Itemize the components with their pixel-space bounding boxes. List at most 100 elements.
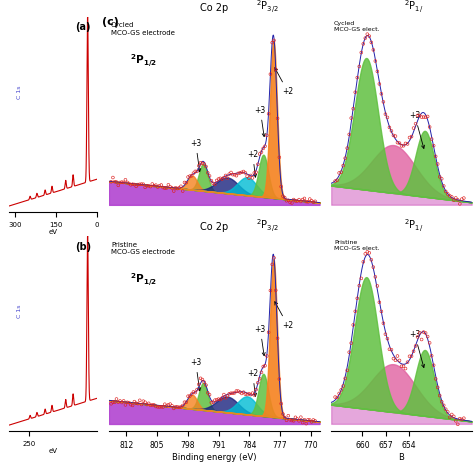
Point	[197, 159, 204, 166]
Point	[386, 124, 393, 131]
Point	[233, 172, 240, 180]
Point	[219, 394, 226, 401]
Point	[424, 113, 431, 120]
Point	[281, 194, 289, 201]
Point	[446, 413, 454, 421]
Point	[123, 399, 131, 406]
Point	[438, 175, 446, 182]
Point	[211, 396, 219, 404]
Text: (b): (b)	[75, 242, 91, 252]
Point	[297, 198, 305, 205]
Point	[422, 329, 429, 337]
Point	[115, 398, 122, 406]
Point	[306, 195, 314, 203]
Point	[333, 394, 341, 401]
Point	[367, 39, 375, 46]
Point	[288, 199, 296, 207]
Point	[220, 391, 228, 398]
Point	[337, 168, 345, 176]
Point	[268, 39, 276, 46]
Point	[295, 417, 303, 425]
Text: +2: +2	[247, 150, 258, 177]
Text: +3: +3	[190, 358, 201, 391]
Point	[286, 416, 294, 424]
Point	[383, 114, 391, 121]
Point	[311, 198, 319, 205]
Point	[434, 383, 441, 391]
Point	[388, 127, 395, 135]
Point	[245, 174, 253, 182]
Point	[243, 391, 251, 398]
Point	[109, 174, 117, 182]
Point	[362, 34, 369, 42]
Point	[299, 196, 306, 203]
Point	[238, 390, 246, 397]
Point	[458, 195, 465, 203]
Point	[181, 399, 188, 406]
Point	[302, 420, 310, 428]
Point	[448, 193, 456, 201]
Text: $\mathbf{^2P_{1/2}}$: $\mathbf{^2P_{1/2}}$	[130, 271, 157, 288]
Point	[392, 132, 399, 140]
Point	[256, 150, 264, 158]
Point	[127, 401, 135, 409]
Point	[206, 172, 213, 180]
Point	[170, 405, 178, 412]
Point	[458, 416, 465, 423]
Text: Cycled
MCO-GS elect.: Cycled MCO-GS elect.	[334, 20, 380, 32]
Point	[231, 389, 238, 397]
Point	[204, 169, 211, 177]
Point	[432, 153, 439, 160]
Point	[356, 63, 363, 70]
Point	[357, 274, 365, 282]
Point	[310, 199, 317, 206]
Point	[215, 395, 222, 403]
Text: $^2$P$_{1/}$: $^2$P$_{1/}$	[404, 217, 424, 234]
Point	[265, 110, 273, 118]
Point	[297, 413, 305, 421]
Point	[182, 399, 190, 406]
Point	[293, 415, 301, 423]
Point	[184, 173, 192, 181]
Point	[426, 339, 433, 346]
Point	[446, 192, 454, 200]
Point	[233, 387, 240, 395]
Point	[418, 113, 425, 121]
Point	[116, 179, 124, 186]
Point	[145, 182, 153, 190]
Point	[145, 400, 153, 407]
Point	[426, 123, 433, 131]
Point	[292, 413, 299, 421]
Text: Co 2p: Co 2p	[200, 222, 228, 232]
Point	[150, 401, 158, 409]
Point	[222, 172, 229, 179]
Point	[154, 403, 162, 410]
Point	[416, 112, 423, 119]
Point	[111, 178, 118, 185]
Text: $\mathbf{^2P_{1/2}}$: $\mathbf{^2P_{1/2}}$	[130, 52, 157, 69]
Point	[157, 181, 165, 189]
Point	[370, 264, 377, 271]
Point	[374, 68, 381, 75]
Point	[452, 417, 460, 425]
Point	[357, 49, 365, 56]
Point	[341, 374, 349, 382]
Point	[164, 181, 172, 189]
X-axis label: eV: eV	[49, 229, 58, 235]
Point	[301, 416, 308, 423]
Point	[341, 155, 349, 162]
Point	[406, 353, 413, 360]
Point	[163, 402, 170, 410]
Point	[195, 162, 202, 170]
Point	[295, 196, 303, 203]
Point	[378, 90, 385, 98]
Point	[186, 392, 194, 400]
Point	[148, 180, 156, 188]
Point	[398, 363, 405, 370]
Point	[141, 183, 149, 191]
Point	[188, 390, 195, 398]
Point	[302, 198, 310, 205]
Point	[226, 390, 233, 398]
Point	[173, 185, 181, 192]
Point	[339, 162, 347, 169]
